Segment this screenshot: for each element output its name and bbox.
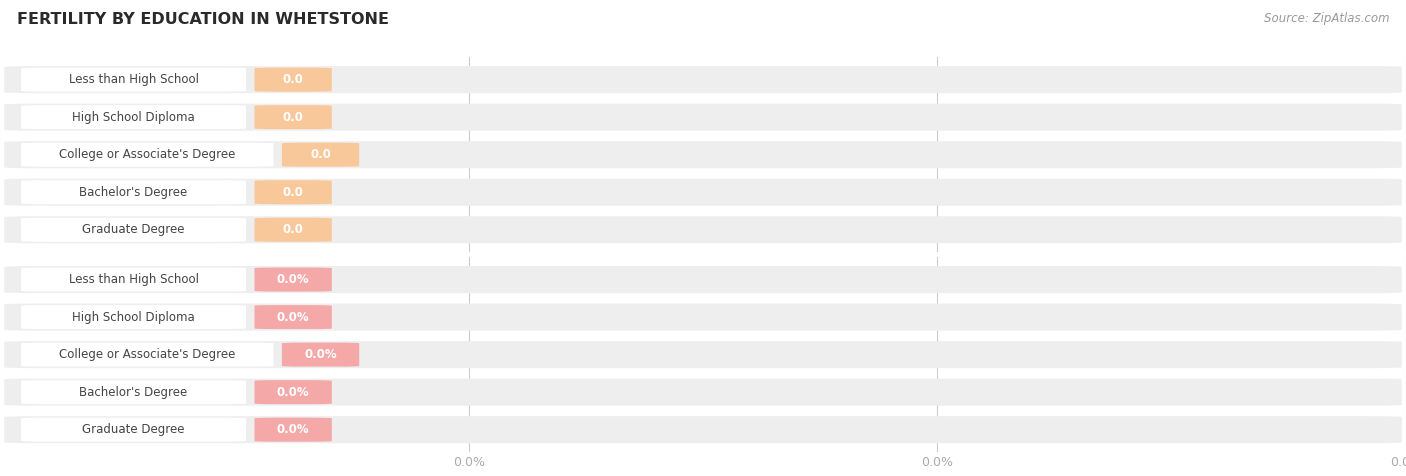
Text: FERTILITY BY EDUCATION IN WHETSTONE: FERTILITY BY EDUCATION IN WHETSTONE [17, 12, 389, 27]
FancyBboxPatch shape [21, 105, 246, 129]
FancyBboxPatch shape [281, 143, 360, 167]
Text: Bachelor's Degree: Bachelor's Degree [80, 386, 187, 399]
Text: College or Associate's Degree: College or Associate's Degree [59, 148, 235, 161]
FancyBboxPatch shape [4, 266, 1402, 293]
Text: Graduate Degree: Graduate Degree [83, 423, 184, 436]
FancyBboxPatch shape [21, 343, 273, 367]
Text: 0.0%: 0.0% [277, 386, 309, 399]
Text: High School Diploma: High School Diploma [72, 110, 195, 124]
FancyBboxPatch shape [21, 143, 273, 167]
FancyBboxPatch shape [4, 304, 1402, 331]
Text: 0.0: 0.0 [311, 148, 330, 161]
FancyBboxPatch shape [4, 104, 1402, 131]
FancyBboxPatch shape [21, 417, 246, 442]
Text: Less than High School: Less than High School [69, 273, 198, 286]
FancyBboxPatch shape [4, 66, 1402, 93]
FancyBboxPatch shape [21, 380, 246, 404]
FancyBboxPatch shape [4, 141, 1402, 168]
FancyBboxPatch shape [4, 378, 1402, 406]
FancyBboxPatch shape [21, 218, 246, 242]
Text: Source: ZipAtlas.com: Source: ZipAtlas.com [1264, 12, 1389, 25]
Text: 0.0%: 0.0% [277, 273, 309, 286]
FancyBboxPatch shape [4, 178, 1402, 206]
FancyBboxPatch shape [281, 343, 360, 367]
Text: Graduate Degree: Graduate Degree [83, 223, 184, 236]
Text: Less than High School: Less than High School [69, 73, 198, 86]
FancyBboxPatch shape [21, 68, 246, 92]
FancyBboxPatch shape [254, 417, 332, 442]
FancyBboxPatch shape [21, 305, 246, 329]
FancyBboxPatch shape [254, 180, 332, 204]
Text: Bachelor's Degree: Bachelor's Degree [80, 186, 187, 199]
FancyBboxPatch shape [4, 416, 1402, 443]
Text: 0.0%: 0.0% [277, 310, 309, 324]
FancyBboxPatch shape [21, 268, 246, 292]
FancyBboxPatch shape [254, 218, 332, 242]
Text: College or Associate's Degree: College or Associate's Degree [59, 348, 235, 361]
FancyBboxPatch shape [4, 216, 1402, 243]
Text: 0.0: 0.0 [283, 223, 304, 236]
Text: 0.0: 0.0 [283, 186, 304, 199]
FancyBboxPatch shape [254, 305, 332, 329]
FancyBboxPatch shape [21, 180, 246, 204]
FancyBboxPatch shape [254, 268, 332, 292]
Text: 0.0: 0.0 [283, 110, 304, 124]
FancyBboxPatch shape [254, 105, 332, 129]
Text: 0.0%: 0.0% [277, 423, 309, 436]
Text: 0.0%: 0.0% [304, 348, 337, 361]
Text: High School Diploma: High School Diploma [72, 310, 195, 324]
FancyBboxPatch shape [4, 341, 1402, 368]
FancyBboxPatch shape [254, 380, 332, 404]
FancyBboxPatch shape [254, 68, 332, 92]
Text: 0.0: 0.0 [283, 73, 304, 86]
